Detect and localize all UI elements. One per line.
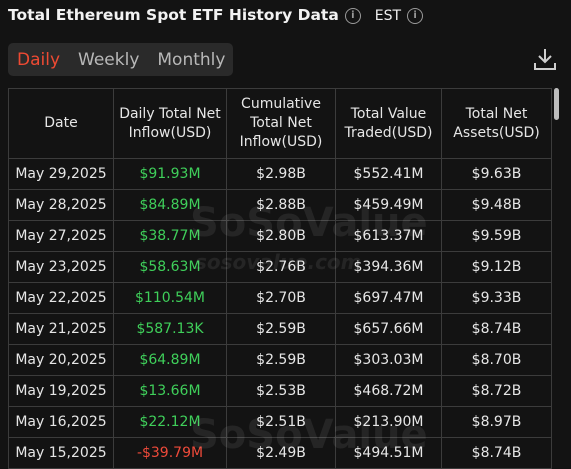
download-button[interactable] xyxy=(533,46,557,72)
table-cell: $110.54M xyxy=(113,282,227,314)
table-cell: $84.89M xyxy=(113,189,227,221)
table-cell: $468.72M xyxy=(335,375,442,407)
table-cell: $2.53B xyxy=(226,375,336,407)
table-cell: $91.93M xyxy=(113,158,227,190)
table-cell: $2.98B xyxy=(226,158,336,190)
table-cell: $2.51B xyxy=(226,406,336,438)
column-header: Date xyxy=(8,88,114,159)
table-cell: $552.41M xyxy=(335,158,442,190)
table-cell: May 19,2025 xyxy=(8,375,114,407)
table-cell: $613.37M xyxy=(335,220,442,252)
table-cell: $697.47M xyxy=(335,282,442,314)
column-header: Total Value Traded(USD) xyxy=(335,88,442,159)
table-row: May 20,2025 $64.89M $2.59B $303.03M $8.70B xyxy=(8,344,552,376)
table-cell: $2.49B xyxy=(226,437,336,469)
table-cell: $394.36M xyxy=(335,251,442,283)
table-cell: May 16,2025 xyxy=(8,406,114,438)
table-cell: $2.59B xyxy=(226,344,336,376)
table-cell: $657.66M xyxy=(335,313,442,345)
table-row: May 22,2025 $110.54M $2.70B $697.47M $9.33B xyxy=(8,282,552,314)
tab[interactable]: Weekly xyxy=(78,49,140,70)
table-cell: $2.76B xyxy=(226,251,336,283)
table-cell: $9.12B xyxy=(441,251,552,283)
table-cell: $8.97B xyxy=(441,406,552,438)
table-cell: $9.48B xyxy=(441,189,552,221)
column-header: Daily Total Net Inflow(USD) xyxy=(113,88,227,159)
table-cell: $8.74B xyxy=(441,313,552,345)
info-icon[interactable]: i xyxy=(344,7,361,24)
info-icon[interactable]: i xyxy=(407,7,424,24)
column-header: Cumulative Total Net Inflow(USD) xyxy=(226,88,336,159)
table-cell: $58.63M xyxy=(113,251,227,283)
table-cell: May 20,2025 xyxy=(8,344,114,376)
table-cell: $459.49M xyxy=(335,189,442,221)
table-row: May 21,2025 $587.13K $2.59B $657.66M $8.74B xyxy=(8,313,552,345)
timezone[interactable]: EST xyxy=(374,8,402,24)
table-cell: May 21,2025 xyxy=(8,313,114,345)
table-row: May 16,2025 $22.12M $2.51B $213.90M $8.97B xyxy=(8,406,552,438)
table-row: May 27,2025 $38.77M $2.80B $613.37M $9.59B xyxy=(8,220,552,252)
table-cell: May 23,2025 xyxy=(8,251,114,283)
history-table: Date Daily Total Net Inflow(USD) Cumulativ… xyxy=(8,88,552,469)
table-row: May 15,2025 -$39.79M $2.49B $494.51M $8.74B xyxy=(8,437,552,469)
table-cell: -$39.79M xyxy=(113,437,227,469)
table-cell: $2.59B xyxy=(226,313,336,345)
table-cell: $9.33B xyxy=(441,282,552,314)
table-cell: $9.59B xyxy=(441,220,552,252)
table-cell: $8.72B xyxy=(441,375,552,407)
table-cell: $494.51M xyxy=(335,437,442,469)
table-cell: $8.74B xyxy=(441,437,552,469)
table-cell: May 28,2025 xyxy=(8,189,114,221)
tab[interactable]: Daily xyxy=(17,49,61,70)
column-header: Total Net Assets(USD) xyxy=(441,88,552,159)
table-cell: $13.66M xyxy=(113,375,227,407)
table-cell: $2.88B xyxy=(226,189,336,221)
table-cell: $38.77M xyxy=(113,220,227,252)
table-row: May 28,2025 $84.89M $2.88B $459.49M $9.48B xyxy=(8,189,552,221)
table-cell: May 29,2025 xyxy=(8,158,114,190)
table-cell: $8.70B xyxy=(441,344,552,376)
table-cell: $64.89M xyxy=(113,344,227,376)
table-cell: $9.63B xyxy=(441,158,552,190)
header: Total Ethereum Spot ETF History Data i EST… xyxy=(8,6,424,24)
table-row: May 23,2025 $58.63M $2.76B $394.36M $9.12B xyxy=(8,251,552,283)
table-cell: May 22,2025 xyxy=(8,282,114,314)
table-cell: $2.70B xyxy=(226,282,336,314)
scrollbar[interactable] xyxy=(554,88,559,120)
table-cell: May 15,2025 xyxy=(8,437,114,469)
table-cell: May 27,2025 xyxy=(8,220,114,252)
tab-bar: Daily Weekly Monthly xyxy=(8,43,233,76)
title: Total Ethereum Spot ETF History Data xyxy=(8,6,339,24)
table-cell: $2.80B xyxy=(226,220,336,252)
header-row: Date Daily Total Net Inflow(USD) Cumulativ… xyxy=(8,88,552,159)
table-cell: $303.03M xyxy=(335,344,442,376)
table-row: May 29,2025 $91.93M $2.98B $552.41M $9.63B xyxy=(8,158,552,190)
table-cell: $22.12M xyxy=(113,406,227,438)
table-cell: $587.13K xyxy=(113,313,227,345)
table-cell: $213.90M xyxy=(335,406,442,438)
table-row: May 19,2025 $13.66M $2.53B $468.72M $8.72B xyxy=(8,375,552,407)
tab[interactable]: Monthly xyxy=(157,49,226,70)
